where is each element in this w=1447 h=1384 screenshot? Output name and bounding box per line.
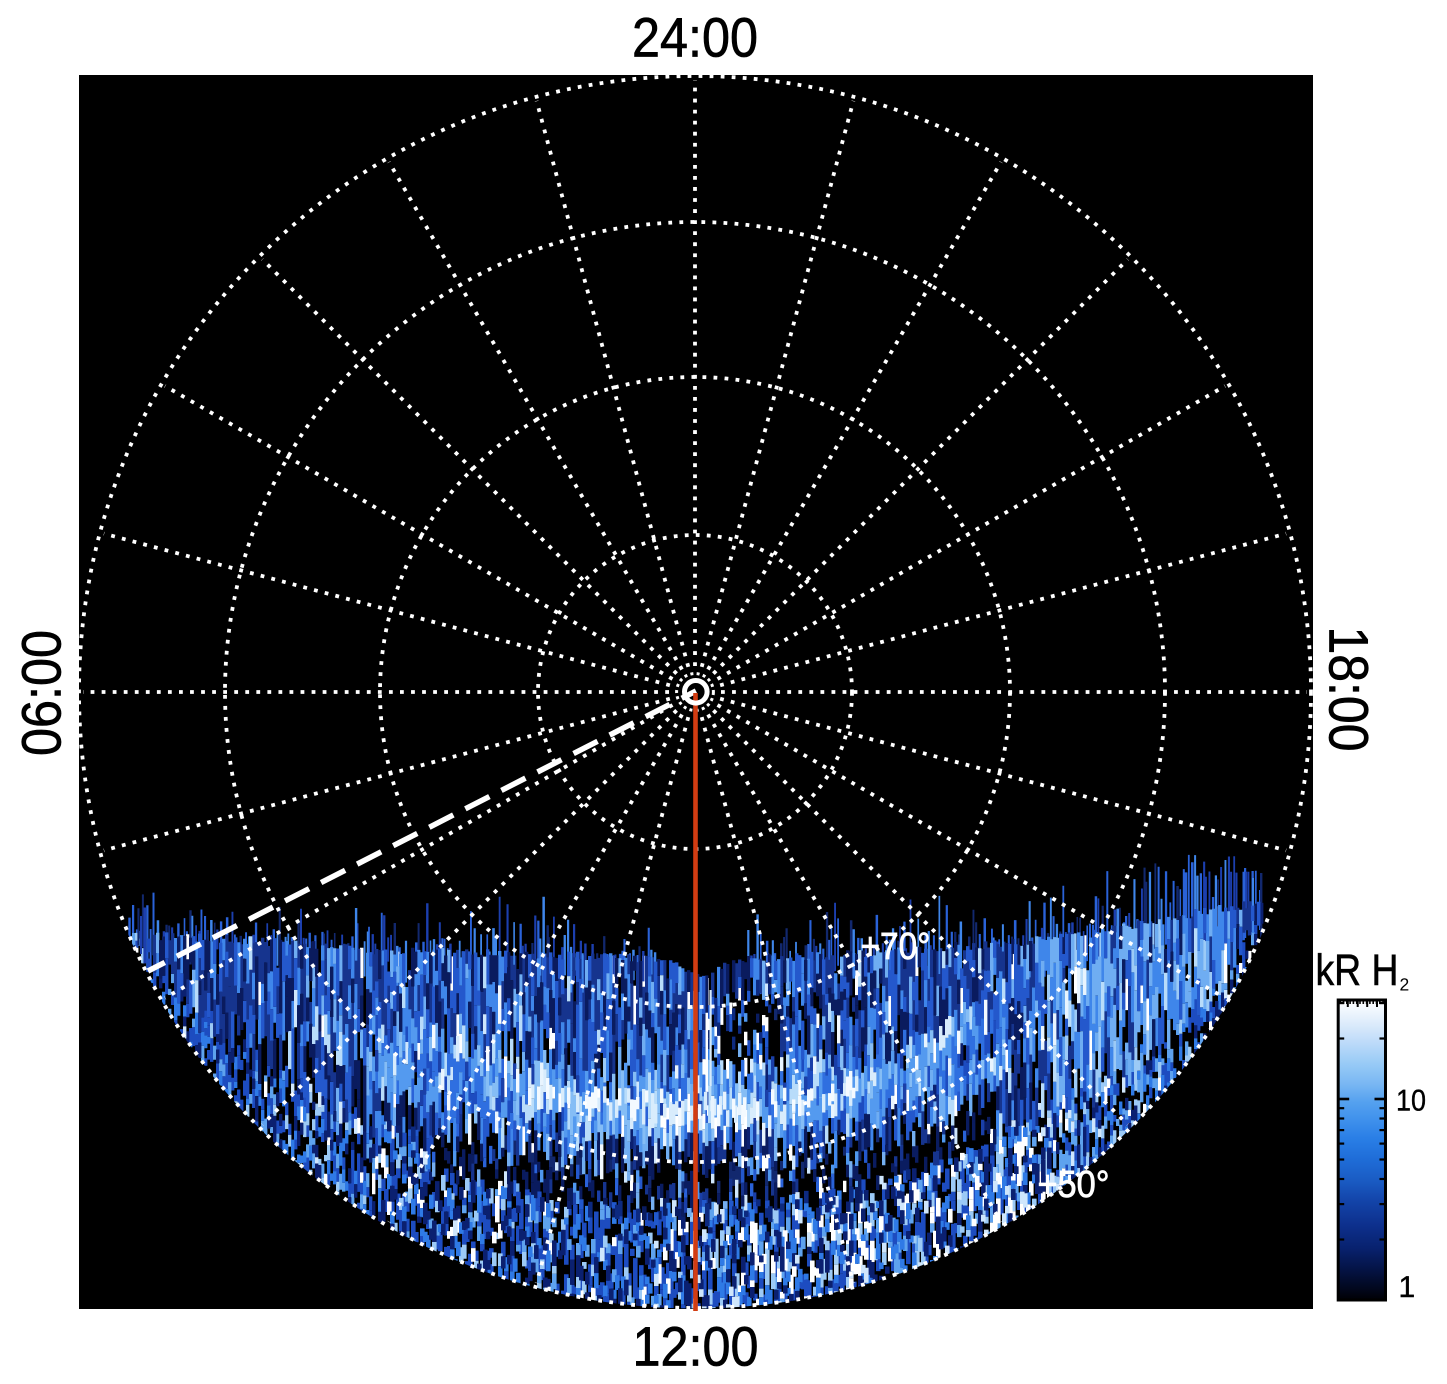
svg-text:1: 1 (1398, 1271, 1415, 1304)
svg-text:+50°: +50° (1038, 1164, 1110, 1206)
svg-text:18:00: 18:00 (1318, 627, 1380, 752)
svg-text:+70°: +70° (861, 926, 931, 968)
svg-text:06:00: 06:00 (11, 630, 73, 756)
svg-text:kR H: kR H (1315, 946, 1398, 995)
svg-text:12:00: 12:00 (632, 1315, 758, 1377)
svg-text:2: 2 (1399, 975, 1409, 995)
svg-text:10: 10 (1396, 1085, 1426, 1118)
svg-text:24:00: 24:00 (632, 6, 758, 68)
